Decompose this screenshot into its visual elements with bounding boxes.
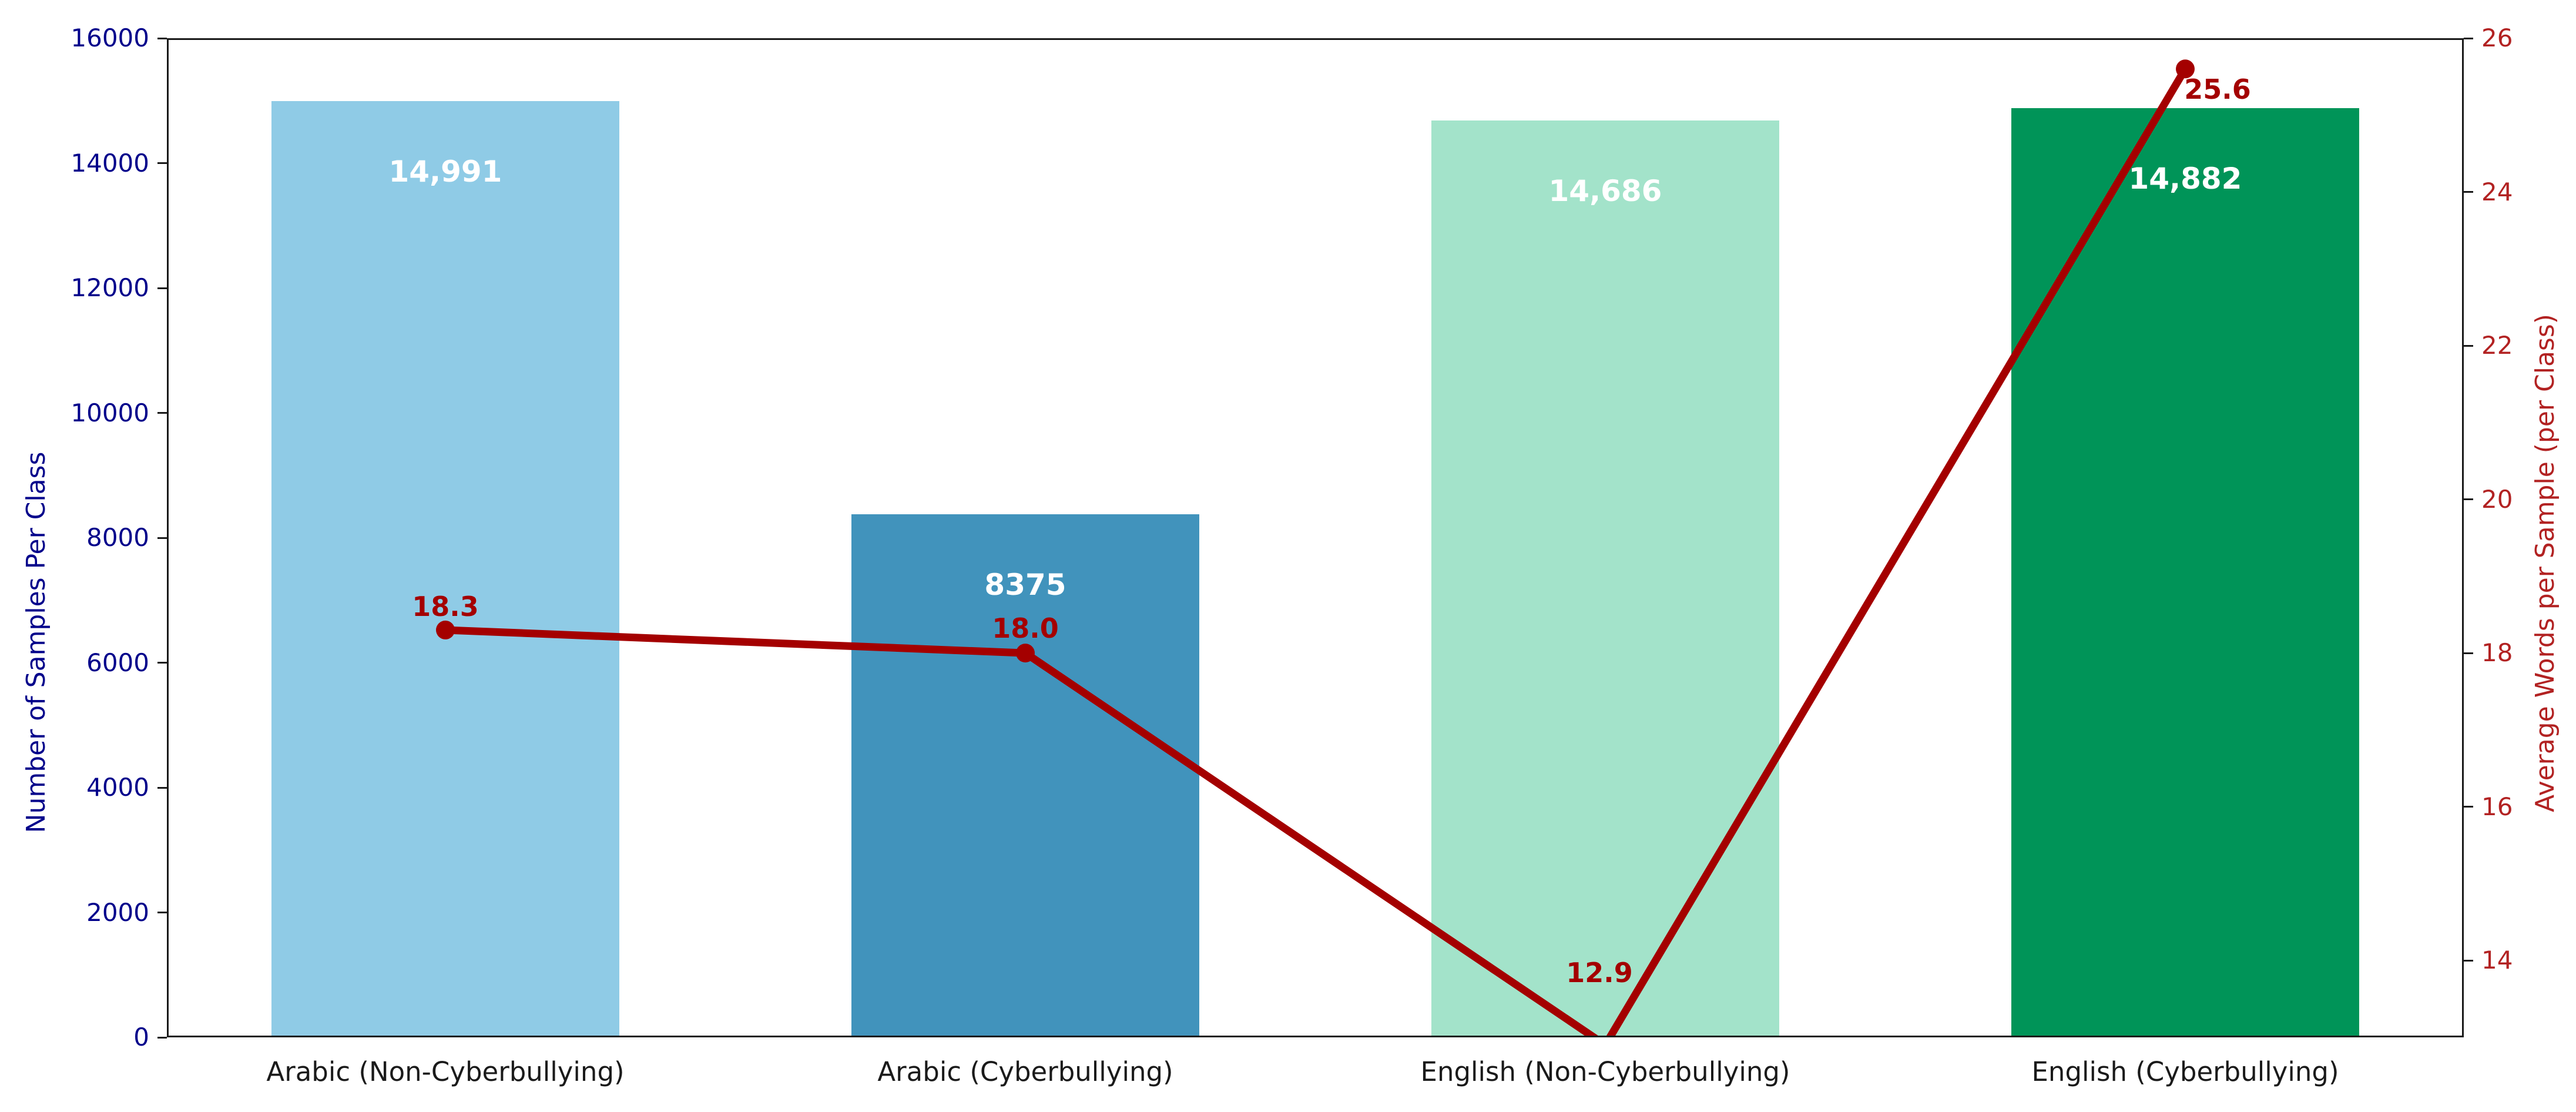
left-tick-label: 16000: [71, 24, 149, 52]
left-tick-label: 12000: [71, 273, 149, 302]
left-tick-mark: [157, 786, 167, 789]
x-tick-label-0: Arabic (Non-Cyberbullying): [266, 1056, 625, 1087]
left-tick-label: 8000: [86, 523, 149, 552]
left-tick-mark: [157, 412, 167, 414]
right-tick-mark: [2464, 806, 2473, 808]
bar-2: [1431, 120, 1779, 1037]
right-tick-mark: [2464, 344, 2473, 347]
bar-value-label-2: 14,686: [1548, 173, 1662, 208]
right-tick-mark: [2464, 959, 2473, 962]
right-tick-label: 24: [2481, 177, 2513, 206]
right-tick-mark: [2464, 652, 2473, 654]
left-tick-label: 10000: [71, 398, 149, 427]
left-tick-mark: [157, 662, 167, 664]
left-tick-mark: [157, 912, 167, 913]
line-marker-1: [1016, 644, 1035, 663]
point-label-2: 12.9: [1566, 957, 1633, 989]
x-tick-label-2: English (Non-Cyberbullying): [1420, 1056, 1790, 1087]
left-tick-label: 14000: [71, 148, 149, 177]
right-tick-mark: [2464, 191, 2473, 193]
point-label-3: 25.6: [2184, 73, 2251, 106]
bar-value-label-0: 14,991: [388, 155, 502, 189]
x-tick-label-1: Arabic (Cyberbullying): [877, 1056, 1173, 1087]
point-label-0: 18.3: [412, 590, 479, 622]
left-tick-mark: [157, 1036, 167, 1039]
plot-area: 14,991 8375 14,686 14,882: [167, 38, 2464, 1037]
right-tick-label: 14: [2481, 946, 2513, 975]
right-axis-title: Average Words per Sample (per Class): [2530, 314, 2560, 812]
left-tick-label: 4000: [86, 773, 149, 802]
bar-value-label-3: 14,882: [2128, 161, 2242, 196]
right-tick-mark: [2464, 37, 2473, 39]
line-marker-3: [2176, 59, 2195, 79]
left-tick-mark: [157, 37, 167, 39]
bar-1: [851, 514, 1199, 1037]
line-series-layer: [436, 59, 2195, 1037]
line-marker-0: [436, 620, 455, 639]
bar-0: [271, 101, 619, 1037]
bar-value-label-1: 8375: [984, 568, 1066, 602]
left-tick-mark: [157, 287, 167, 289]
right-tick-label: 20: [2481, 484, 2513, 514]
left-axis-title: Number of Samples Per Class: [21, 451, 51, 833]
right-tick-label: 16: [2481, 792, 2513, 821]
right-tick-label: 22: [2481, 331, 2513, 360]
left-tick-label: 0: [133, 1023, 149, 1051]
right-tick-label: 26: [2481, 24, 2513, 52]
point-label-1: 18.0: [992, 612, 1059, 645]
left-tick-label: 2000: [86, 897, 149, 927]
left-tick-mark: [157, 162, 167, 164]
x-tick-label-3: English (Cyberbullying): [2031, 1056, 2339, 1087]
left-tick-label: 6000: [86, 648, 149, 677]
left-tick-mark: [157, 537, 167, 539]
line-series-path: [445, 66, 2189, 1037]
right-tick-label: 18: [2481, 638, 2513, 668]
right-tick-mark: [2464, 498, 2473, 501]
